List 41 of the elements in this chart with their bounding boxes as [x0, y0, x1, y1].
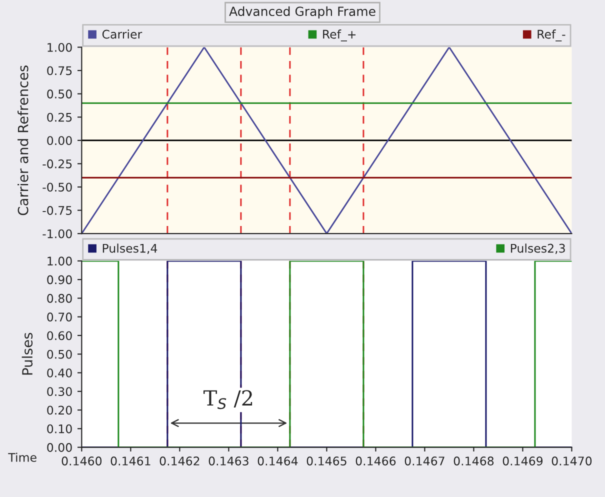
x-tick-label: 0.1461: [110, 456, 150, 466]
x-tick-label: 0.1470: [552, 456, 592, 466]
chart-title: Advanced Graph Frame: [229, 6, 376, 18]
y-tick-label: 1.00: [48, 42, 72, 52]
y-axis-title: Carrier and Refrences: [18, 66, 28, 216]
x-tick-label: 0.1469: [502, 456, 543, 466]
legend-label: Pulses1,4: [102, 244, 158, 254]
y-tick-label: 0.25: [47, 112, 72, 122]
y-tick-label: 0.90: [47, 275, 72, 284]
y-tick-label: 0.40: [47, 368, 72, 378]
legend-label: Ref_-: [538, 30, 566, 42]
x-tick-label: 0.1464: [258, 456, 298, 466]
y-tick-label: -0.75: [42, 206, 72, 215]
x-tick-label: 0.1468: [454, 456, 494, 466]
y-tick-label: 0.75: [47, 66, 72, 76]
y-tick-label: 1.00: [48, 256, 72, 266]
annotation: T$_{S}$ /2: [203, 390, 252, 410]
legend-label: Pulses2,3: [510, 244, 565, 254]
legend-label: Ref_+: [323, 30, 356, 42]
legend-label: Carrier: [102, 30, 142, 39]
y-tick-label: 0.10: [47, 424, 72, 434]
x-tick-label: 0.1460: [62, 456, 102, 466]
y-tick-label: 0.50: [47, 350, 72, 359]
y-tick-label: 0.00: [47, 136, 72, 146]
y-tick-label: 0.30: [47, 387, 72, 396]
y-tick-label: 0.00: [47, 443, 72, 452]
x-tick-label: 0.1463: [208, 456, 248, 466]
y-tick-label: -0.25: [42, 159, 72, 168]
y-axis-title: Pulses: [22, 332, 33, 375]
x-axis-title: Time: [8, 452, 36, 462]
y-tick-label: 0.60: [47, 331, 72, 340]
y-tick-label: -0.50: [42, 182, 72, 192]
y-tick-label: 0.70: [47, 312, 72, 322]
y-tick-label: -1.00: [42, 229, 72, 238]
y-tick-label: 0.50: [47, 90, 72, 98]
x-tick-label: 0.1462: [160, 456, 200, 466]
y-tick-label: 0.80: [47, 294, 72, 303]
y-tick-label: 0.20: [47, 406, 72, 415]
x-tick-label: 0.1465: [306, 456, 346, 466]
x-tick-label: 0.1466: [356, 456, 396, 466]
x-tick-label: 0.1467: [404, 456, 444, 466]
